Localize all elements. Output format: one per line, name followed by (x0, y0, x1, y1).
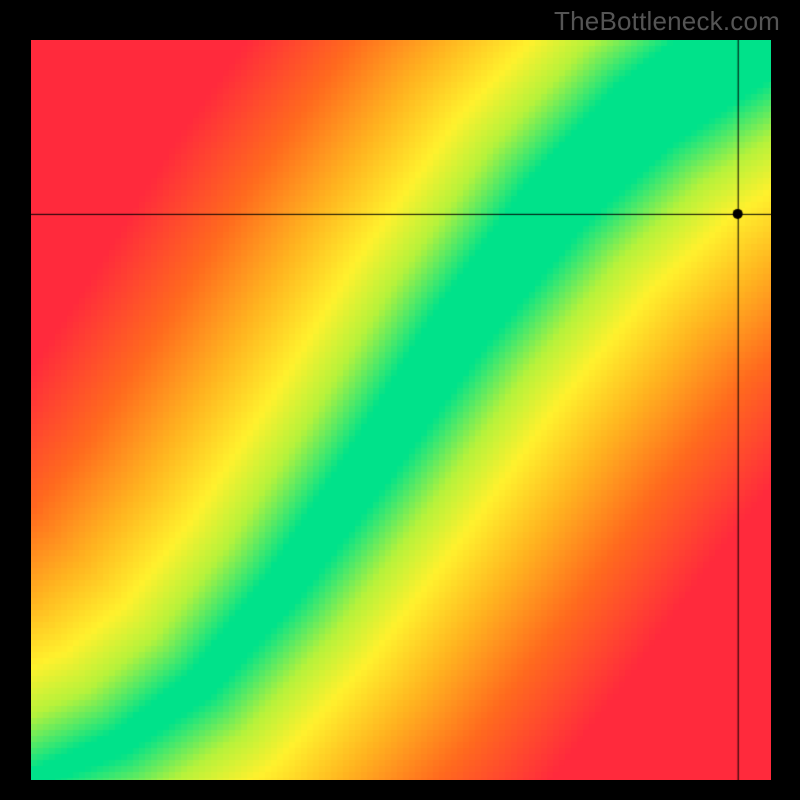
bottleneck-heatmap (31, 40, 771, 780)
watermark-text: TheBottleneck.com (554, 6, 780, 37)
